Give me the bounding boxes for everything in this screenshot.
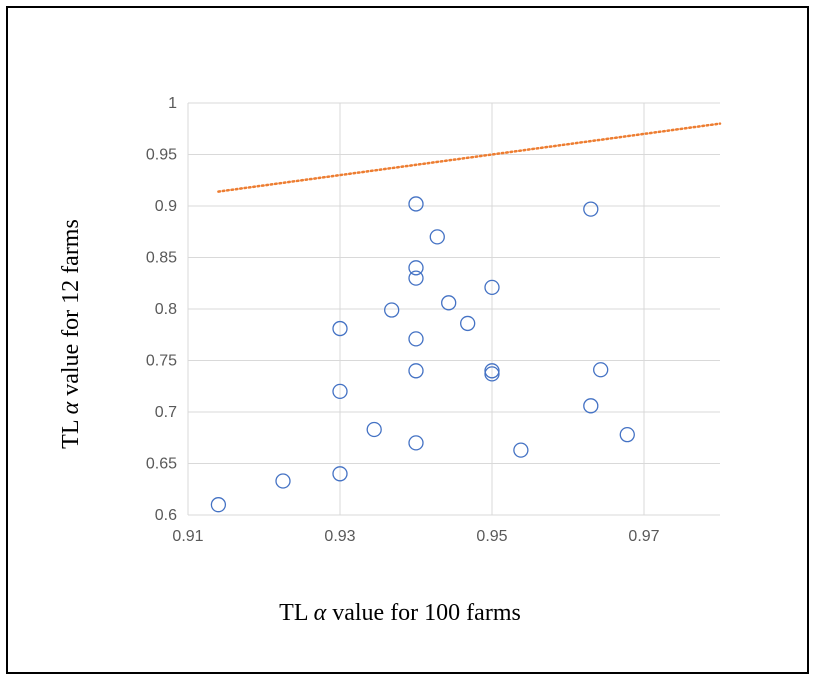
data-point (460, 315, 476, 332)
y-tick-label: 0.6 (155, 507, 177, 524)
data-point (210, 497, 227, 513)
data-point (408, 435, 424, 451)
data-point (593, 362, 609, 378)
data-point (619, 427, 635, 443)
x-tick-label: 0.97 (628, 528, 659, 545)
data-point (408, 196, 424, 212)
x-axis-ticks: 0.91 0.93 0.95 0.97 (172, 528, 659, 545)
data-point (408, 331, 424, 347)
x-tick-label: 0.95 (476, 528, 507, 545)
y-tick-label: 1 (168, 95, 177, 112)
y-tick-label: 0.95 (146, 147, 177, 164)
y-tick-label: 0.75 (146, 353, 177, 370)
data-point (275, 473, 291, 489)
data-point (408, 363, 424, 379)
y-tick-label: 0.9 (155, 198, 177, 215)
x-axis-label: TL α value for 100 farms (279, 600, 521, 626)
figure-frame (6, 6, 809, 674)
y-tick-label: 0.85 (146, 250, 177, 267)
data-points (210, 196, 635, 513)
data-point (583, 398, 599, 414)
data-point (513, 442, 529, 458)
data-point (366, 421, 382, 438)
data-point (583, 201, 599, 217)
data-point (441, 295, 457, 311)
data-point (429, 229, 445, 245)
y-tick-label: 0.8 (155, 301, 177, 318)
data-point (384, 302, 400, 318)
data-point (484, 366, 500, 382)
reference-lines (217, 122, 722, 193)
data-point (332, 320, 348, 337)
y-tick-label: 0.65 (146, 456, 177, 473)
data-point (408, 260, 424, 276)
reference-line (217, 122, 722, 193)
x-tick-label: 0.93 (324, 528, 355, 545)
y-axis-ticks: 0.6 0.65 0.7 0.75 0.8 0.85 0.9 0.95 1 (146, 95, 177, 524)
gridlines (187, 102, 720, 516)
y-axis-label: TL α value for 12 farms (58, 219, 84, 449)
data-point (484, 279, 500, 296)
data-point (484, 363, 500, 379)
data-point (332, 466, 348, 482)
x-tick-label: 0.91 (172, 528, 203, 545)
y-tick-label: 0.7 (155, 404, 177, 421)
data-point (332, 383, 348, 400)
data-point (408, 270, 424, 286)
